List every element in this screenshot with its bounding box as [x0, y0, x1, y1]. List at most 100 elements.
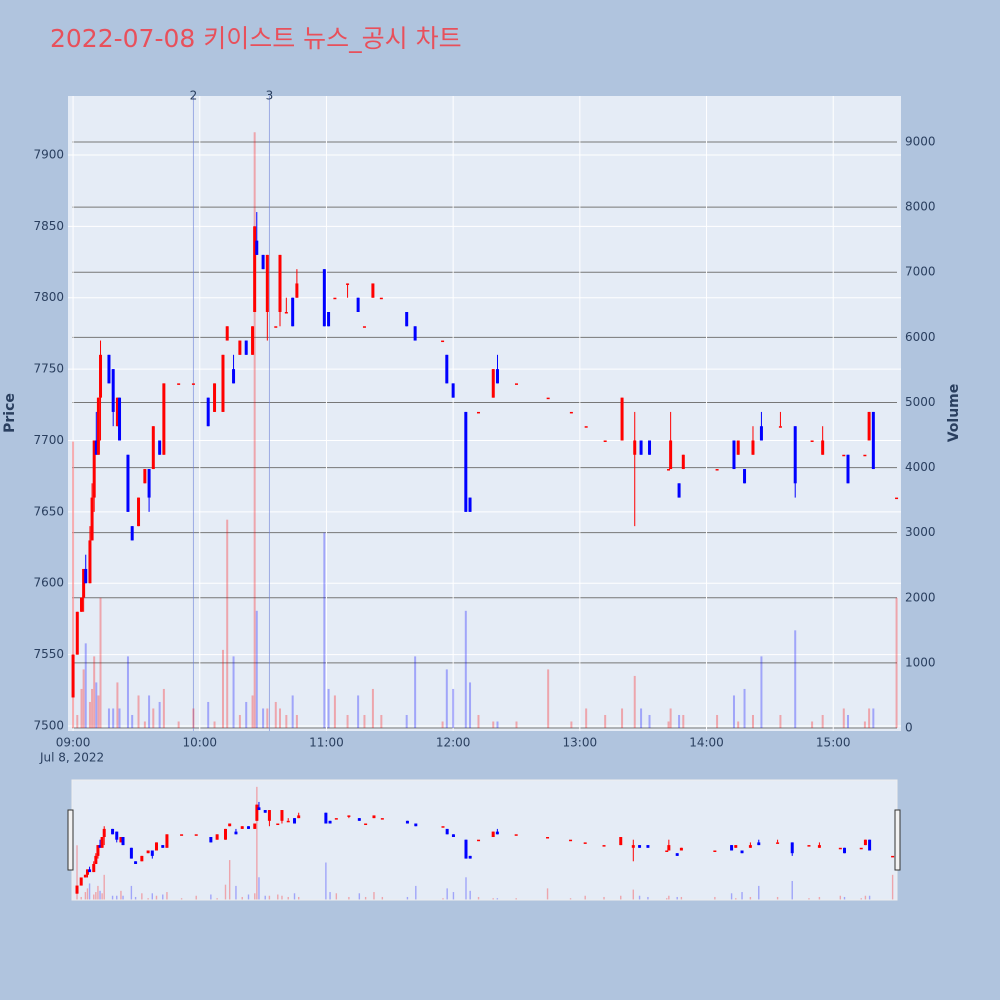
candle-body: [147, 469, 151, 498]
candle-body: [118, 397, 122, 441]
candle-body: [546, 397, 550, 400]
mini-candle-body: [679, 847, 683, 851]
y2-tick-label: 4000: [905, 460, 936, 474]
mini-volume-bar: [268, 895, 271, 900]
mini-candle-body: [441, 826, 445, 828]
volume-bar: [72, 441, 75, 729]
candle-body: [681, 454, 685, 470]
candle-body: [603, 440, 607, 442]
mini-candle-body: [161, 845, 165, 848]
mini-volume-bar: [216, 898, 218, 900]
candle-body: [413, 326, 417, 341]
mini-volume-bar: [325, 862, 327, 900]
range-slider[interactable]: [71, 779, 898, 901]
candle-body: [778, 426, 782, 428]
volume-bar: [152, 708, 155, 729]
volume-bar: [213, 721, 216, 729]
mini-volume-bar: [714, 896, 716, 900]
mini-volume-bar: [546, 888, 549, 900]
volume-bar: [333, 695, 336, 729]
mini-volume-bar: [632, 889, 634, 900]
mini-volume-bar: [88, 883, 91, 900]
volume-bar: [253, 132, 256, 729]
candle-body: [126, 454, 130, 512]
mini-candle-body: [414, 823, 418, 827]
mini-candle-body: [347, 815, 351, 817]
mini-candle-body: [79, 877, 83, 886]
candle-body: [96, 397, 100, 455]
mini-volume-bar: [791, 880, 793, 900]
x-tick-label: 12:00: [436, 736, 471, 750]
volume-bar: [116, 682, 119, 729]
annotation-label: 2: [190, 89, 198, 103]
volume-bar: [441, 721, 444, 729]
volume-bar: [821, 714, 824, 729]
candle-body: [206, 397, 210, 427]
y2-tick-label: 1000: [905, 655, 936, 669]
volume-bar: [585, 708, 588, 729]
mini-volume-bar: [358, 893, 361, 900]
candle-body: [291, 297, 295, 327]
candle-body: [177, 383, 181, 385]
volume-bar: [99, 597, 102, 729]
volume-bar: [192, 708, 195, 729]
volume-bar: [118, 708, 121, 729]
candle-body: [867, 411, 871, 441]
y2-tick-label: 2000: [905, 590, 936, 604]
mini-volume-bar: [147, 898, 149, 900]
candle-body: [82, 568, 86, 598]
range-handle-left[interactable]: [67, 809, 74, 871]
candle-body: [445, 354, 449, 384]
candle-body: [80, 597, 84, 612]
candle-body: [759, 426, 763, 441]
mini-volume-bar: [492, 898, 494, 900]
candle-body: [255, 240, 259, 255]
mini-volume-bar: [254, 893, 256, 900]
mini-candle-body: [228, 823, 232, 827]
volume-bar: [842, 708, 845, 729]
volume-bar: [405, 714, 408, 729]
mini-candle-body: [790, 842, 794, 854]
volume-bar: [760, 656, 763, 729]
mini-candle-body: [631, 845, 635, 848]
candle-body: [333, 297, 337, 300]
range-handle-right[interactable]: [894, 809, 901, 871]
mini-candle-body: [75, 885, 79, 894]
volume-bar: [357, 695, 360, 729]
volume-bar: [137, 695, 140, 729]
volume-bar: [291, 695, 294, 729]
mini-volume-bar: [469, 890, 471, 900]
volume-bar: [162, 688, 165, 729]
mini-volume-bar: [735, 898, 737, 900]
mini-volume-bar: [247, 894, 250, 900]
mini-volume-bar: [515, 898, 517, 900]
y2-tick-label: 9000: [905, 135, 936, 149]
mini-volume-bar: [406, 896, 409, 900]
volume-bar: [779, 714, 782, 729]
volume-bar: [682, 714, 685, 729]
volume-bar: [737, 721, 740, 729]
y2-tick-label: 6000: [905, 330, 936, 344]
volume-bar: [640, 708, 643, 729]
mini-volume-bar: [839, 895, 842, 900]
mini-candle-body: [165, 834, 169, 848]
mini-candle-body: [324, 812, 328, 824]
mini-candle-body: [838, 847, 842, 850]
candle-body: [137, 497, 141, 527]
candle-body: [284, 311, 288, 314]
mini-candle-body: [843, 847, 847, 854]
mini-volume-bar: [281, 895, 283, 900]
x-tick-label: 11:00: [309, 736, 344, 750]
mini-volume-bar: [258, 877, 260, 900]
volume-bar: [743, 688, 746, 729]
annotation-label: 3: [266, 89, 274, 103]
mini-volume-bar: [860, 898, 862, 900]
candle-body: [143, 469, 147, 484]
volume-bar: [278, 708, 281, 729]
volume-bar: [496, 721, 499, 729]
volume-bar: [570, 721, 573, 729]
candle-body: [94, 440, 98, 455]
mini-candle-body: [748, 845, 752, 848]
mini-volume-bar: [477, 896, 480, 900]
